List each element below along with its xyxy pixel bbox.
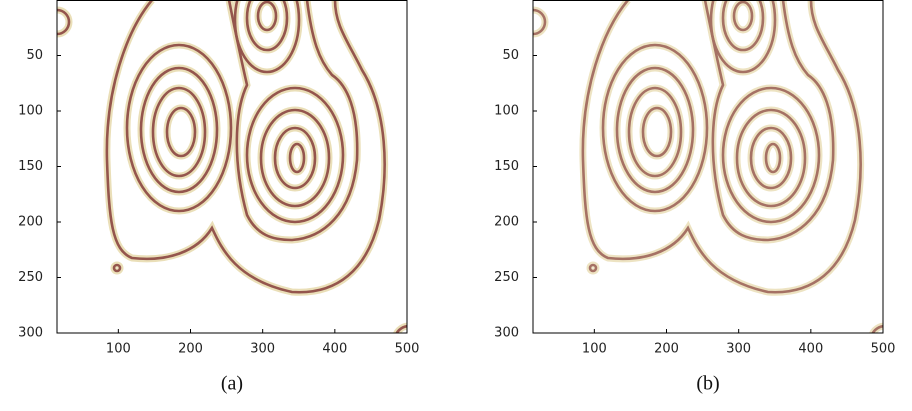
panel: 100 200 300 400 500 50 100 150 200 250 300 (b) (494, 0, 899, 395)
y-tick-label: 250 (494, 270, 519, 285)
x-tick-label: 300 (726, 342, 751, 357)
x-tick-label: 200 (178, 342, 203, 357)
x-tick-label: 400 (798, 342, 823, 357)
x-tick-label: 500 (395, 342, 420, 357)
contour-image (45, 0, 423, 354)
figure: 100 200 300 400 500 50 100 150 200 250 300 (a) 100 20… (0, 0, 912, 411)
contour-halo (45, 0, 423, 354)
y-tick-label: 50 (26, 48, 43, 63)
x-tick-label: 100 (106, 342, 131, 357)
x-tick-label: 400 (322, 342, 347, 357)
y-tick-label: 300 (18, 326, 43, 341)
contours (45, 0, 423, 354)
y-tick-label: 150 (494, 159, 519, 174)
y-tick-label: 50 (502, 48, 519, 63)
x-tick-label: 300 (250, 342, 275, 357)
x-tick-label: 100 (582, 342, 607, 357)
x-tick-label: 200 (654, 342, 679, 357)
y-tick-label: 250 (18, 270, 43, 285)
contour-halo (521, 0, 899, 354)
y-tick-label: 200 (494, 215, 519, 230)
caption: (b) (696, 373, 719, 395)
caption: (a) (221, 373, 243, 395)
y-tick-label: 200 (18, 215, 43, 230)
panel: 100 200 300 400 500 50 100 150 200 250 300 (a) (18, 0, 423, 395)
y-tick-label: 300 (494, 326, 519, 341)
y-tick-label: 100 (494, 104, 519, 119)
y-tick-label: 100 (18, 104, 43, 119)
contour-image (521, 0, 899, 354)
x-tick-label: 500 (871, 342, 896, 357)
contours (521, 0, 899, 354)
y-tick-label: 150 (18, 159, 43, 174)
